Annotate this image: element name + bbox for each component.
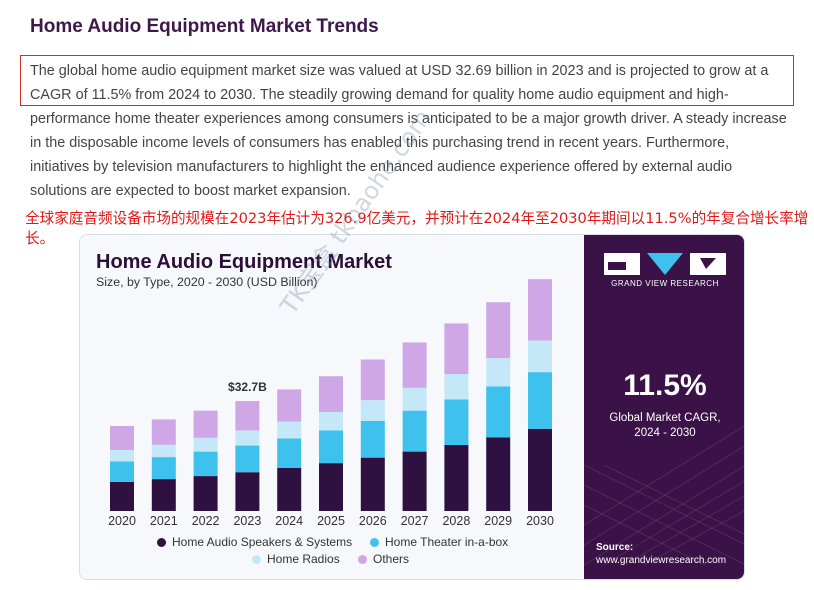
bar-2027-series-2 xyxy=(402,387,427,411)
legend-swatch xyxy=(157,537,166,547)
legend-swatch xyxy=(370,537,379,547)
x-tick-label: 2023 xyxy=(233,514,261,528)
bar-2023-series-1 xyxy=(235,445,260,473)
bar-2024-series-2 xyxy=(277,421,302,439)
bar-2023-series-2 xyxy=(235,430,260,446)
bar-2028-series-0 xyxy=(444,445,469,511)
x-tick-label: 2028 xyxy=(442,514,470,528)
legend-label: Others xyxy=(373,552,410,566)
x-tick-label: 2025 xyxy=(317,514,345,528)
bar-2024-series-3 xyxy=(277,389,302,422)
bar-2020-series-1 xyxy=(110,461,134,482)
brand-panel: GRAND VIEW RESEARCH 11.5% Global Market … xyxy=(584,235,744,579)
bar-2021-series-2 xyxy=(151,444,176,458)
cagr-value: 11.5% xyxy=(623,369,707,402)
bar-2021-series-0 xyxy=(151,479,176,511)
bar-2030-series-1 xyxy=(528,372,552,429)
legend-label: Home Radios xyxy=(267,552,340,566)
bar-value-annotation: $32.7B xyxy=(228,380,267,394)
bar-2021-series-1 xyxy=(151,457,176,480)
source-link[interactable]: www.grandviewresearch.com xyxy=(596,555,727,566)
legend-label: Home Audio Speakers & Systems xyxy=(172,535,353,549)
legend-label: Home Theater in-a-box xyxy=(385,535,509,549)
legend-swatch xyxy=(252,554,261,564)
bar-2028-series-1 xyxy=(444,399,469,445)
x-tick-label: 2021 xyxy=(150,514,178,528)
bar-2028-series-3 xyxy=(444,323,469,375)
x-tick-label: 2024 xyxy=(275,514,303,528)
x-tick-label: 2027 xyxy=(401,514,429,528)
bar-2024-series-1 xyxy=(277,438,302,468)
bar-2020-series-2 xyxy=(110,449,134,462)
bar-2020-series-3 xyxy=(110,426,134,450)
bar-2024-series-0 xyxy=(277,467,302,511)
bar-2029-series-2 xyxy=(486,358,511,387)
cagr-label-line2: 2024 - 2030 xyxy=(634,427,696,439)
bar-2029-series-3 xyxy=(486,302,511,359)
decorative-grid xyxy=(584,425,744,565)
bar-2022-series-1 xyxy=(193,451,218,477)
bar-2027-series-3 xyxy=(402,342,427,388)
x-tick-label: 2020 xyxy=(108,514,136,528)
bar-2020-series-0 xyxy=(110,481,134,511)
source-note: Source: www.grandviewresearch.com xyxy=(596,541,726,567)
chart-subtitle: Size, by Type, 2020 - 2030 (USD Billion) xyxy=(96,275,318,289)
legend-item-speakers: Home Audio Speakers & Systems xyxy=(157,535,352,549)
cagr-label-line1: Global Market CAGR, xyxy=(609,412,721,424)
x-tick-label: 2022 xyxy=(192,514,220,528)
x-tick-label: 2026 xyxy=(359,514,387,528)
bar-2025-series-0 xyxy=(319,463,343,511)
bar-2023-series-0 xyxy=(235,472,260,511)
bar-2027-series-1 xyxy=(402,410,427,452)
market-paragraph: The global home audio equipment market s… xyxy=(30,63,787,199)
bar-2025-series-3 xyxy=(319,376,343,412)
bar-2026-series-0 xyxy=(360,457,385,511)
cagr-label: Global Market CAGR, 2024 - 2030 xyxy=(584,411,744,441)
bar-2027-series-0 xyxy=(402,451,427,511)
bar-2022-series-2 xyxy=(193,437,218,452)
bar-2026-series-1 xyxy=(360,420,385,458)
chart-title: Home Audio Equipment Market xyxy=(96,251,392,273)
grand-view-research-logo xyxy=(604,253,726,275)
brand-name: GRAND VIEW RESEARCH xyxy=(611,279,719,288)
bar-2028-series-2 xyxy=(444,374,469,400)
bar-2021-series-3 xyxy=(151,419,176,445)
source-label: Source: xyxy=(596,542,634,553)
bar-2026-series-3 xyxy=(360,359,385,401)
x-tick-label: 2029 xyxy=(484,514,512,528)
legend-item-home-radios: Home Radios xyxy=(252,552,340,566)
bar-2030-series-3 xyxy=(528,279,552,341)
bar-2030-series-2 xyxy=(528,340,552,373)
bar-2022-series-0 xyxy=(193,476,218,511)
legend-item-home-theater: Home Theater in-a-box xyxy=(370,535,508,549)
bar-2023-series-3 xyxy=(235,401,260,431)
chart-panel: 2020 2021 2022 $32.7B 2023 2024 2025 2026 2027 20… xyxy=(80,235,584,579)
legend-swatch xyxy=(358,554,367,564)
legend-item-others: Others xyxy=(358,552,409,566)
bar-2025-series-2 xyxy=(319,412,343,431)
x-tick-label: 2030 xyxy=(526,514,554,528)
bar-2029-series-0 xyxy=(486,437,511,511)
chinese-annotation: 全球家庭音频设备市场的规模在2023年估计为326.9亿美元，并预计在2024年… xyxy=(25,210,809,247)
bar-2030-series-0 xyxy=(528,428,552,511)
page-title: Home Audio Equipment Market Trends xyxy=(30,16,379,37)
bar-2029-series-1 xyxy=(486,386,511,438)
highlight-box xyxy=(20,55,794,106)
stacked-bar-chart: 2020 2021 2022 $32.7B 2023 2024 2025 2026 2027 20… xyxy=(108,279,554,528)
infographic-card: 2020 2021 2022 $32.7B 2023 2024 2025 2026 2027 20… xyxy=(79,234,745,580)
bar-2026-series-2 xyxy=(360,400,385,421)
bar-2025-series-1 xyxy=(319,430,343,464)
bar-2022-series-3 xyxy=(193,410,218,438)
